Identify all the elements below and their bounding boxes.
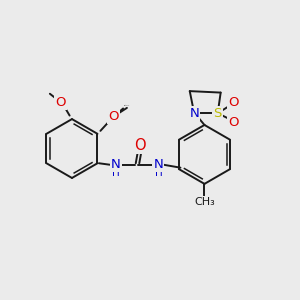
Text: N: N	[111, 158, 121, 171]
Text: O: O	[108, 110, 119, 123]
Text: H: H	[155, 168, 163, 178]
Text: H: H	[112, 168, 120, 178]
Text: O: O	[56, 95, 66, 109]
Text: O: O	[134, 138, 146, 153]
Text: N: N	[153, 158, 163, 171]
Text: methoxy: methoxy	[124, 105, 130, 106]
Text: O: O	[228, 116, 238, 128]
Text: S: S	[214, 107, 222, 120]
Text: CH₃: CH₃	[194, 196, 215, 206]
Text: N: N	[189, 107, 199, 120]
Text: O: O	[228, 96, 238, 110]
